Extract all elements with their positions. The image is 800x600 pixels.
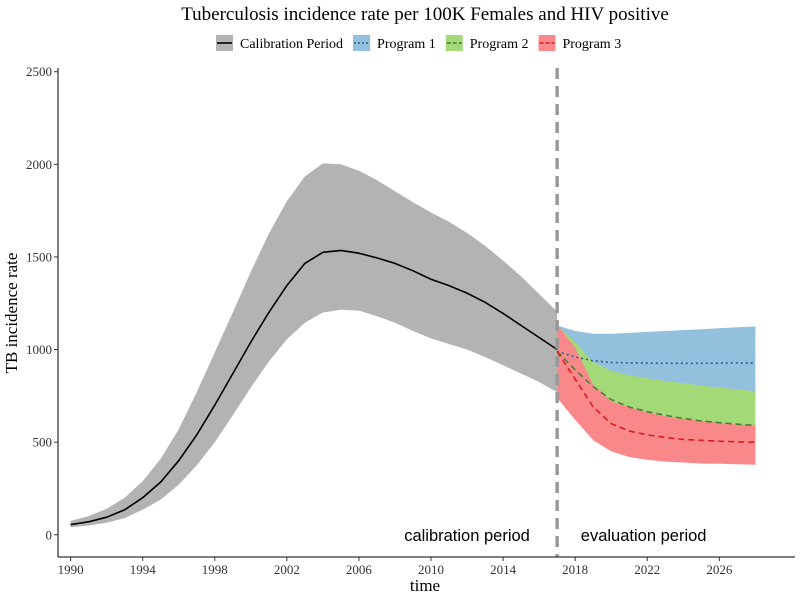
confidence-bands xyxy=(70,163,756,528)
program-3-line xyxy=(556,350,756,443)
y-tick-label: 2500 xyxy=(26,64,52,79)
y-tick-label: 1000 xyxy=(26,342,52,357)
legend-label: Calibration Period xyxy=(240,37,343,52)
program-3-band xyxy=(557,324,756,465)
x-axis-label: time xyxy=(410,576,440,595)
y-tick-label: 1500 xyxy=(26,249,52,264)
x-tick-label: 2002 xyxy=(274,562,300,577)
x-tick-label: 2022 xyxy=(634,562,660,577)
y-tick-label: 0 xyxy=(46,527,53,542)
x-tick-label: 1994 xyxy=(130,562,157,577)
chart-legend: Calibration Period Program 1 Program 2 Prog… xyxy=(216,35,621,52)
calibration-period-line xyxy=(70,249,558,526)
evaluation-period-annotation: evaluation period xyxy=(581,527,707,545)
x-tick-label: 2018 xyxy=(562,562,588,577)
program-1-legend-swatch xyxy=(353,35,371,51)
x-tick-label: 1998 xyxy=(202,562,228,577)
legend-label: Program 3 xyxy=(562,37,621,52)
program-1-line xyxy=(556,350,756,365)
y-tick-label: 2000 xyxy=(26,157,52,172)
period-annotations: calibration period evaluation period xyxy=(404,527,706,545)
chart-title: Tuberculosis incidence rate per 100K Fem… xyxy=(181,4,669,25)
calibration-period-annotation: calibration period xyxy=(404,527,530,545)
chart-axes: 1990 1994 1998 2002 2006 2010 2014 2018 2022 2026… xyxy=(26,64,795,577)
series-lines xyxy=(70,249,756,526)
calibration-period-band xyxy=(70,163,558,528)
legend-label: Program 2 xyxy=(470,37,529,52)
y-axis-label: TB incidence rate xyxy=(2,253,21,374)
x-tick-label: 1990 xyxy=(58,562,84,577)
y-tick-label: 500 xyxy=(33,435,53,450)
x-tick-label: 2010 xyxy=(418,562,444,577)
x-tick-label: 2026 xyxy=(706,562,733,577)
x-tick-label: 2014 xyxy=(490,562,517,577)
x-tick-label: 2006 xyxy=(346,562,373,577)
legend-label: Program 1 xyxy=(377,37,436,52)
